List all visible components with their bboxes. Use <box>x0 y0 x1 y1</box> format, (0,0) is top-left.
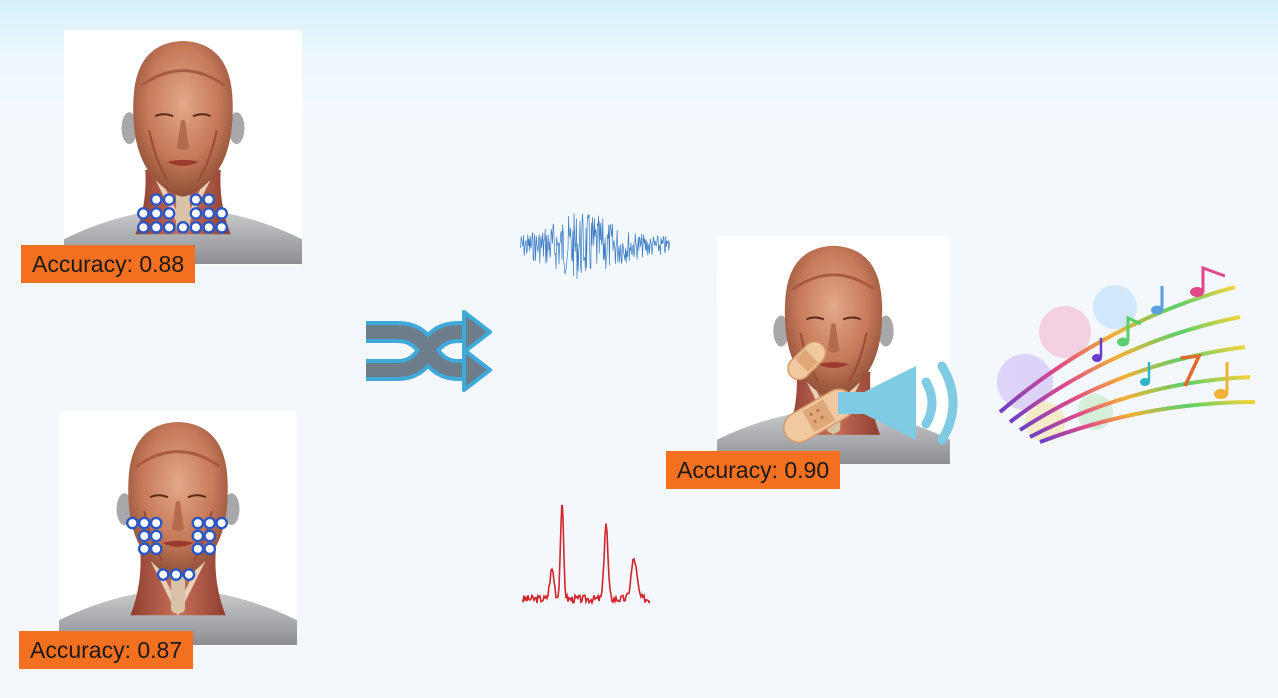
accuracy-badge-neck: Accuracy: 0.88 <box>21 245 196 283</box>
shuffle-icon <box>366 310 492 392</box>
accuracy-badge-patch: Accuracy: 0.90 <box>666 451 841 489</box>
speaker-icon <box>838 361 958 445</box>
spectrum-icon <box>522 505 650 606</box>
head-illustration <box>64 30 302 265</box>
face-electrode-panel <box>59 411 297 646</box>
music-notes-icon <box>997 265 1256 444</box>
skin-patch-icon <box>783 341 855 443</box>
waveform-trace <box>520 213 670 280</box>
emg-waveform-icon <box>520 213 670 280</box>
head-illustration <box>59 411 297 646</box>
spectrum-trace <box>522 505 650 606</box>
accuracy-badge-face: Accuracy: 0.87 <box>19 631 194 669</box>
neck-electrode-panel <box>64 30 302 265</box>
